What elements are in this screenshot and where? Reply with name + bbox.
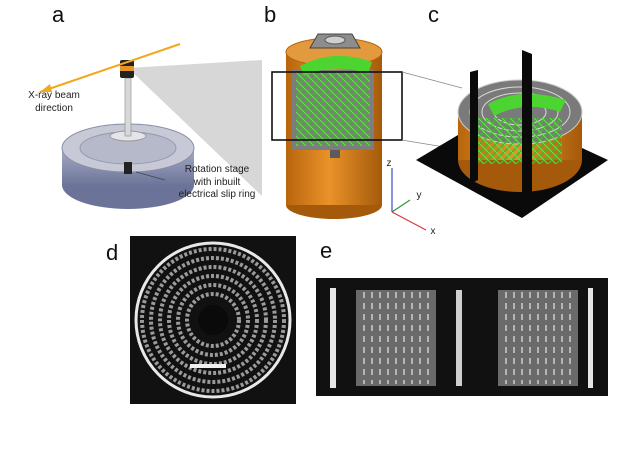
axis-label-x: x <box>430 226 436 237</box>
panel-label-e: e <box>320 238 333 263</box>
ct-d-ring-5 <box>176 283 250 357</box>
ct-d-ring-2 <box>149 256 277 384</box>
y-axis <box>391 199 411 213</box>
axis-label-z: z <box>386 158 392 169</box>
rotation-stage-caption: Rotation stage with inbuilt electrical s… <box>178 164 256 200</box>
beam-cone <box>128 60 262 196</box>
sample-pillar <box>124 77 132 137</box>
ct-d-ring-3 <box>158 265 268 375</box>
electrode-c-mesh <box>478 118 562 164</box>
panel-a-illustration <box>39 43 262 209</box>
panel-label-b: b <box>264 2 277 27</box>
slice-plane-vertical-1 <box>522 50 532 198</box>
cell-pin <box>330 150 340 158</box>
ct-e-wall-right <box>588 288 593 388</box>
sample-cell-band <box>120 66 134 71</box>
stage-pointer <box>135 171 166 181</box>
x-axis <box>391 211 427 231</box>
ct-e-strips-left <box>363 292 429 384</box>
ct-e-strips-right <box>505 292 571 384</box>
ct-d-ring-1 <box>140 247 286 393</box>
zoom-line-top <box>401 71 463 89</box>
beam-arrow <box>39 43 181 93</box>
beam-arrowhead <box>40 84 52 92</box>
panel-label-d: d <box>106 240 119 265</box>
panel-b-illustration <box>271 33 463 231</box>
zoom-box <box>271 71 403 141</box>
cell-terminal <box>324 35 346 45</box>
panel-label-a: a <box>52 2 65 27</box>
ct-d-ring-6 <box>185 292 241 348</box>
electrode-tab <box>300 55 372 76</box>
ct-d-tab <box>190 364 226 368</box>
slice-plane-vertical-3 <box>470 70 478 184</box>
panel-d-image <box>130 236 296 404</box>
panel-c-illustration <box>416 50 608 218</box>
ct-d-core <box>198 305 228 335</box>
ct-d-casing <box>134 241 292 399</box>
slip-ring <box>124 162 132 174</box>
axes-triad <box>391 168 427 231</box>
electrode-mesh <box>296 72 370 146</box>
ct-d-ring-4 <box>167 274 259 366</box>
ct-e-wall-left <box>330 288 336 388</box>
panel-label-c: c <box>428 2 439 27</box>
beam-direction-caption: X-ray beam direction <box>28 90 80 114</box>
panel-e-image <box>316 278 608 396</box>
axis-label-y: y <box>416 190 422 201</box>
ct-e-center <box>456 290 462 386</box>
